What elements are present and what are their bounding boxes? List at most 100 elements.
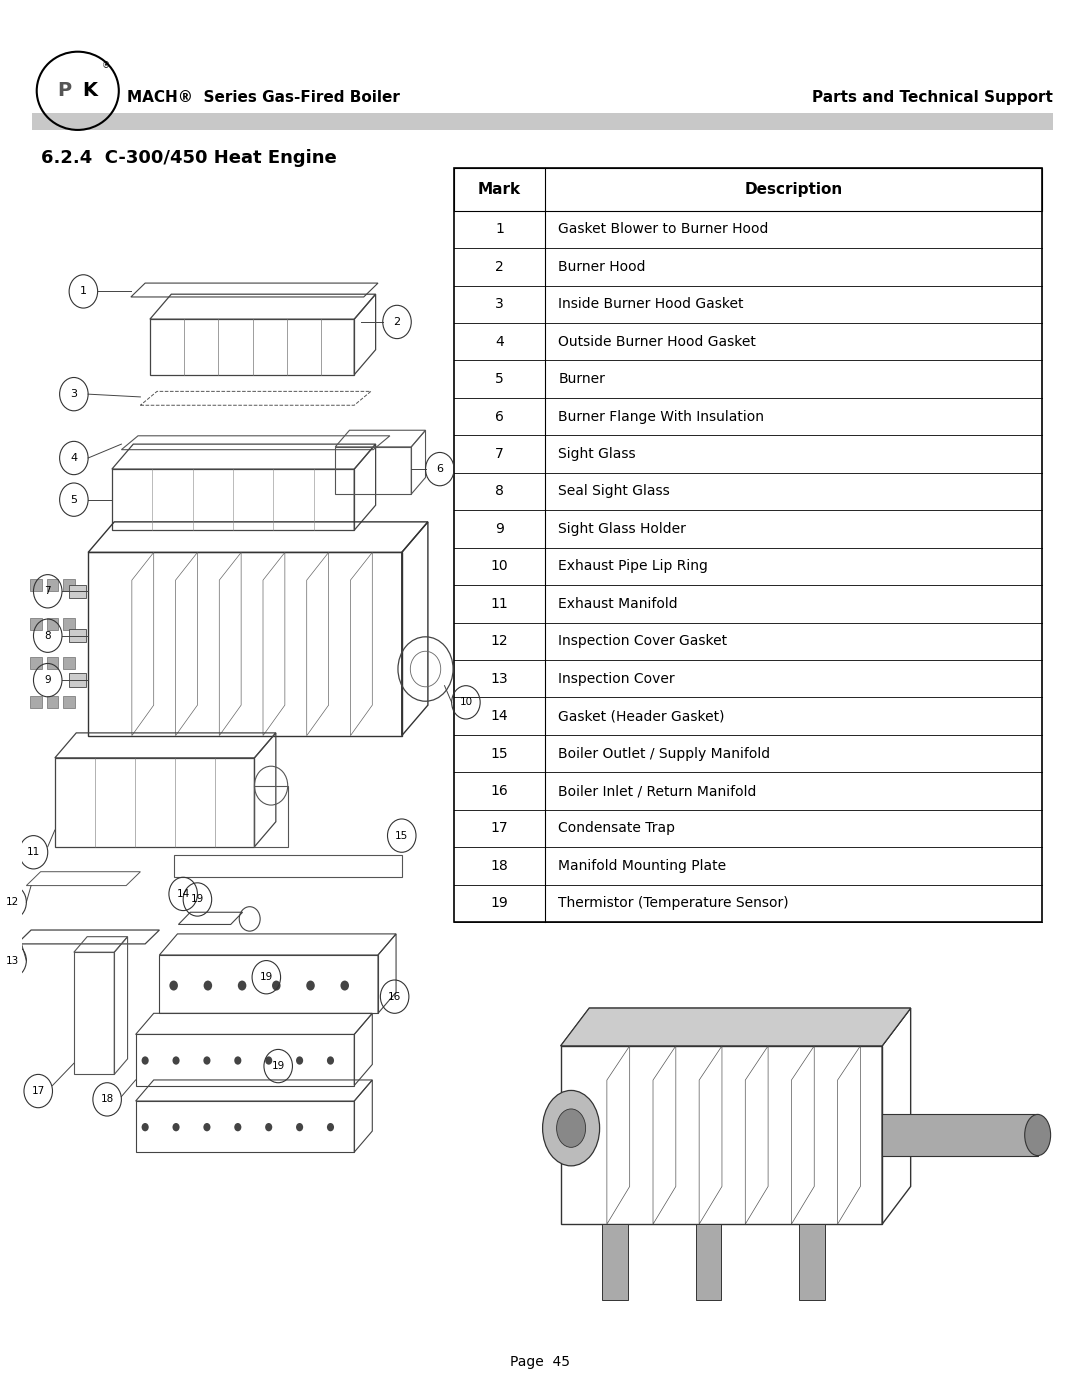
Circle shape xyxy=(327,1123,334,1132)
Text: 3: 3 xyxy=(495,298,504,312)
Text: P: P xyxy=(57,81,71,101)
Text: 19: 19 xyxy=(271,1062,285,1071)
Text: 17: 17 xyxy=(490,821,509,835)
Bar xyxy=(454,585,1042,623)
Circle shape xyxy=(203,1056,211,1065)
Text: Boiler Inlet / Return Manifold: Boiler Inlet / Return Manifold xyxy=(558,784,757,798)
Circle shape xyxy=(327,1056,334,1065)
Text: 15: 15 xyxy=(395,831,408,841)
Text: Outside Burner Hood Gasket: Outside Burner Hood Gasket xyxy=(558,335,756,349)
Text: 19: 19 xyxy=(259,972,273,982)
Text: 10: 10 xyxy=(490,559,509,573)
Text: Page  45: Page 45 xyxy=(510,1355,570,1369)
Bar xyxy=(30,696,41,708)
Text: 17: 17 xyxy=(31,1085,45,1097)
Bar xyxy=(69,584,85,598)
Bar xyxy=(454,697,1042,735)
Text: 9: 9 xyxy=(44,675,51,685)
Bar xyxy=(30,617,41,630)
Text: 11: 11 xyxy=(490,597,509,610)
Bar xyxy=(30,580,41,591)
Circle shape xyxy=(266,1056,272,1065)
Text: 12: 12 xyxy=(5,897,18,907)
Text: 18: 18 xyxy=(100,1094,113,1105)
Bar xyxy=(454,773,1042,810)
Text: 15: 15 xyxy=(490,746,509,760)
Text: Exhaust Manifold: Exhaust Manifold xyxy=(558,597,678,610)
Text: Inside Burner Hood Gasket: Inside Burner Hood Gasket xyxy=(558,298,744,312)
Text: 16: 16 xyxy=(490,784,509,798)
Circle shape xyxy=(234,1056,242,1065)
Text: Gasket Blower to Burner Hood: Gasket Blower to Burner Hood xyxy=(558,222,769,236)
Circle shape xyxy=(234,1123,242,1132)
Text: 12: 12 xyxy=(490,634,509,648)
Bar xyxy=(454,323,1042,360)
Polygon shape xyxy=(882,1115,1038,1155)
Text: Burner: Burner xyxy=(558,372,605,386)
Circle shape xyxy=(238,981,246,990)
Text: Gasket (Header Gasket): Gasket (Header Gasket) xyxy=(558,710,725,724)
Text: Exhaust Pipe Lip Ring: Exhaust Pipe Lip Ring xyxy=(558,559,708,573)
Bar xyxy=(454,472,1042,510)
Text: 8: 8 xyxy=(44,630,51,641)
Bar xyxy=(454,735,1042,773)
Bar xyxy=(64,617,75,630)
Circle shape xyxy=(296,1056,303,1065)
Circle shape xyxy=(173,1123,179,1132)
Bar xyxy=(454,249,1042,285)
Text: 14: 14 xyxy=(490,710,509,724)
Text: 13: 13 xyxy=(490,672,509,686)
Bar xyxy=(454,659,1042,697)
Bar xyxy=(46,657,58,669)
Text: Inspection Cover: Inspection Cover xyxy=(558,672,675,686)
Text: 14: 14 xyxy=(176,888,190,898)
Text: 6: 6 xyxy=(436,464,443,474)
Bar xyxy=(454,398,1042,436)
Bar xyxy=(454,168,1042,211)
Text: 6.2.4  C-300/450 Heat Engine: 6.2.4 C-300/450 Heat Engine xyxy=(41,149,337,168)
Text: 18: 18 xyxy=(490,859,509,873)
Circle shape xyxy=(296,1123,303,1132)
Text: Manifold Mounting Plate: Manifold Mounting Plate xyxy=(558,859,727,873)
Text: 13: 13 xyxy=(5,956,18,965)
Circle shape xyxy=(556,1109,585,1147)
Text: Thermistor (Temperature Sensor): Thermistor (Temperature Sensor) xyxy=(558,897,789,911)
Circle shape xyxy=(340,981,349,990)
Text: Seal Sight Glass: Seal Sight Glass xyxy=(558,485,670,499)
Ellipse shape xyxy=(1025,1115,1051,1155)
Text: K: K xyxy=(82,81,97,101)
Text: Burner Flange With Insulation: Burner Flange With Insulation xyxy=(558,409,765,423)
Text: 5: 5 xyxy=(495,372,504,386)
Text: MACH®  Series Gas-Fired Boiler: MACH® Series Gas-Fired Boiler xyxy=(127,91,401,105)
Text: 7: 7 xyxy=(495,447,504,461)
Bar xyxy=(603,1224,629,1299)
Text: 9: 9 xyxy=(495,522,504,536)
Text: 19: 19 xyxy=(191,894,204,904)
Text: 5: 5 xyxy=(70,495,78,504)
Circle shape xyxy=(307,981,314,990)
Text: 4: 4 xyxy=(70,453,78,462)
Bar xyxy=(46,696,58,708)
Circle shape xyxy=(173,1056,179,1065)
Bar xyxy=(454,623,1042,659)
Bar xyxy=(454,810,1042,847)
Bar xyxy=(46,617,58,630)
Text: 4: 4 xyxy=(495,335,504,349)
Text: 8: 8 xyxy=(495,485,504,499)
Text: 10: 10 xyxy=(459,697,472,707)
Bar xyxy=(64,657,75,669)
Text: 1: 1 xyxy=(495,222,504,236)
Text: 1: 1 xyxy=(80,286,86,296)
Text: Sight Glass Holder: Sight Glass Holder xyxy=(558,522,686,536)
Circle shape xyxy=(204,981,212,990)
Bar xyxy=(64,696,75,708)
Bar xyxy=(32,113,1053,130)
Circle shape xyxy=(272,981,281,990)
Bar xyxy=(454,168,1042,922)
Text: Parts and Technical Support: Parts and Technical Support xyxy=(812,91,1053,105)
Text: Description: Description xyxy=(745,182,842,197)
Circle shape xyxy=(141,1056,149,1065)
Text: 16: 16 xyxy=(388,992,402,1002)
Text: 3: 3 xyxy=(70,390,78,400)
Bar xyxy=(454,884,1042,922)
